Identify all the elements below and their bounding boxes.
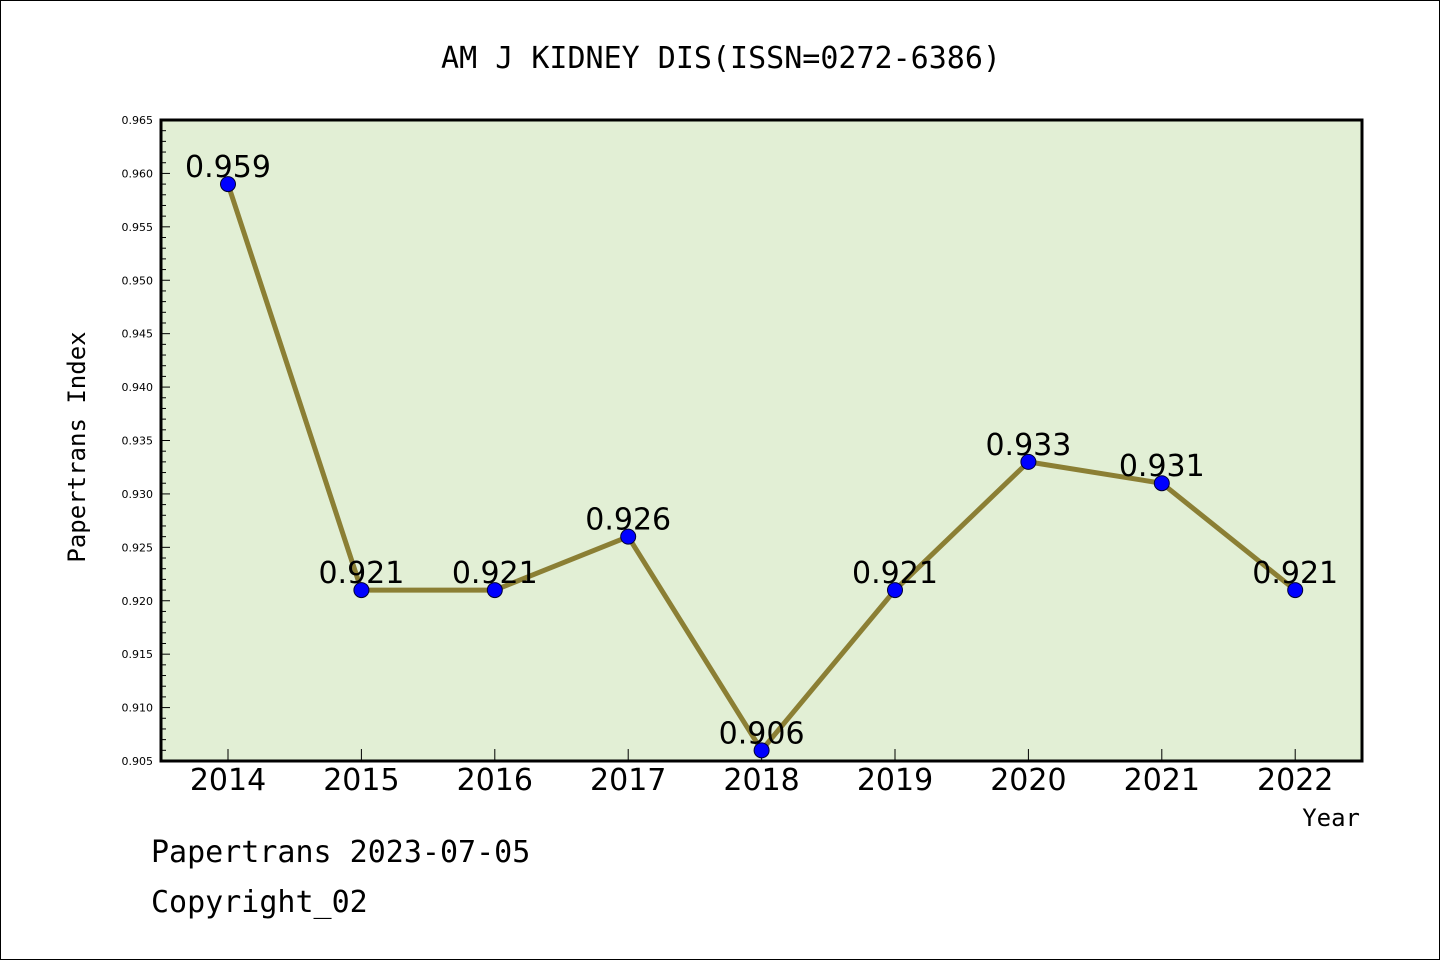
x-tick-label: 2016 [457, 763, 533, 798]
y-tick-label: 0.925 [122, 541, 154, 554]
x-tick-label: 2020 [990, 763, 1066, 798]
data-label-2020: 0.933 [985, 428, 1071, 463]
data-label-2014: 0.959 [185, 150, 271, 185]
data-point-2019 [887, 582, 903, 599]
data-label-2018: 0.906 [719, 716, 805, 751]
copyright-text: Copyright_02 [151, 885, 368, 920]
source-date-text: Papertrans 2023-07-05 [151, 835, 531, 870]
data-point-2022 [1287, 582, 1304, 599]
y-tick-label: 0.955 [122, 221, 154, 234]
y-axis-label: Papertrans Index [63, 331, 91, 562]
x-tick-label: 2015 [323, 763, 399, 798]
y-tick-label: 0.940 [122, 381, 154, 394]
data-label-2016: 0.921 [452, 556, 538, 591]
y-tick-label: 0.910 [122, 702, 154, 715]
y-tick-label: 0.965 [122, 114, 154, 127]
x-tick-label: 2019 [857, 763, 933, 798]
data-point-2016 [486, 582, 503, 599]
plot-area [159, 118, 1364, 763]
x-tick-label: 2017 [590, 763, 666, 798]
x-tick-label: 2014 [190, 763, 266, 798]
data-point-2015 [353, 582, 370, 599]
data-point-2018 [753, 742, 770, 759]
chart-title: AM J KIDNEY DIS(ISSN=0272-6386) [441, 41, 1001, 76]
data-point-2021 [1153, 475, 1170, 492]
y-tick-label: 0.950 [122, 274, 154, 287]
y-tick-label: 0.960 [122, 167, 154, 180]
y-tick-label: 0.945 [122, 328, 154, 341]
data-point-2017 [620, 528, 637, 545]
y-tick-label: 0.920 [122, 595, 154, 608]
data-label-2022: 0.921 [1252, 556, 1338, 591]
data-label-2017: 0.926 [585, 503, 671, 538]
y-tick-label: 0.930 [122, 488, 154, 501]
data-label-2021: 0.931 [1119, 449, 1205, 484]
y-tick-label: 0.915 [122, 648, 154, 661]
data-point-2020 [1020, 453, 1037, 470]
data-point-2014 [220, 176, 236, 193]
data-label-2019: 0.921 [852, 556, 938, 591]
x-axis-label: Year [1302, 804, 1360, 832]
data-label-2015: 0.921 [318, 556, 404, 591]
x-tick-label: 2022 [1257, 763, 1333, 798]
y-tick-label: 0.935 [122, 435, 154, 448]
x-tick-label: 2018 [723, 763, 799, 798]
y-tick-label: 0.905 [122, 755, 154, 768]
x-tick-label: 2021 [1124, 763, 1200, 798]
